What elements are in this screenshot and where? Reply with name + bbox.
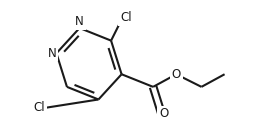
Text: Cl: Cl	[33, 101, 45, 114]
Text: O: O	[172, 68, 181, 81]
Text: Cl: Cl	[120, 11, 132, 24]
Text: N: N	[75, 15, 84, 28]
Text: O: O	[159, 108, 168, 120]
Text: N: N	[48, 47, 56, 60]
